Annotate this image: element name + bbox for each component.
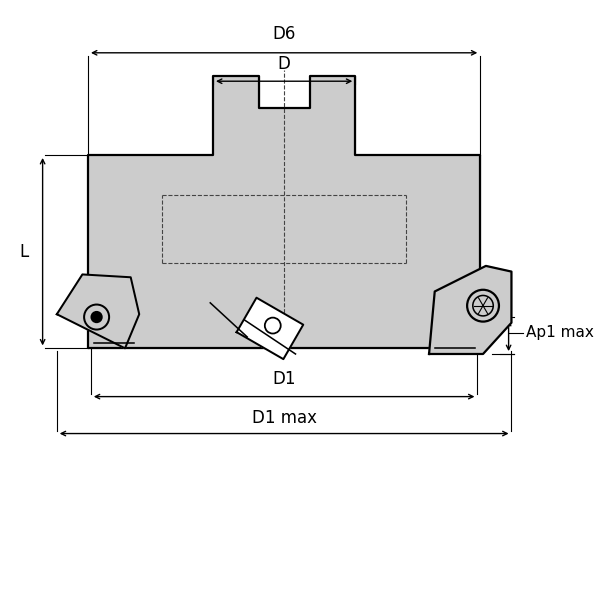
Text: D1: D1 [272,370,296,388]
Text: D6: D6 [272,25,296,43]
Circle shape [91,312,102,322]
Text: D: D [278,55,290,73]
Text: D1 max: D1 max [251,409,317,427]
Polygon shape [88,76,480,349]
Polygon shape [429,266,511,354]
Polygon shape [57,274,139,349]
Text: L: L [19,242,28,260]
Polygon shape [236,298,303,359]
Text: Ap1 max: Ap1 max [526,325,593,340]
